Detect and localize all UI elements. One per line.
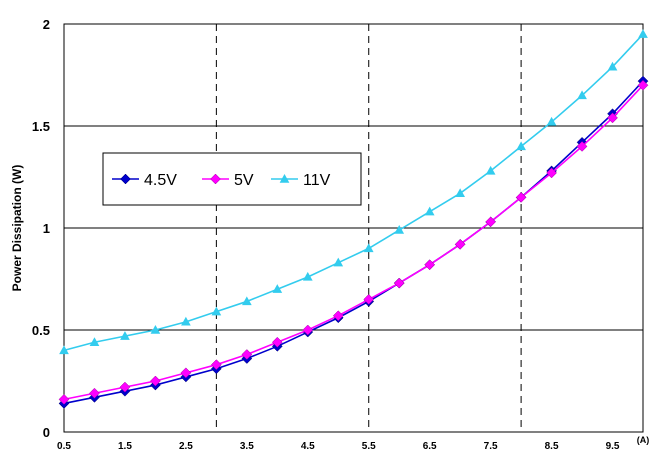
data-point-11v	[120, 331, 130, 340]
data-point-5v	[454, 238, 466, 250]
data-point-5v	[180, 367, 192, 379]
data-point-5v	[546, 167, 557, 179]
legend-label-5v: 5V	[234, 172, 254, 189]
x-tick-label: 7.5	[484, 441, 498, 452]
x-axis-unit-label: (A)	[637, 435, 650, 445]
x-tick-label: 4.5	[301, 441, 315, 452]
x-tick-label: 5.5	[362, 441, 376, 452]
x-tick-label: 0.5	[57, 441, 71, 452]
y-tick-label: 0.5	[32, 323, 50, 338]
series-11v-group	[59, 29, 648, 355]
x-tick-label: 2.5	[179, 441, 193, 452]
data-point-5v	[332, 310, 344, 322]
legend-marker-5v	[210, 173, 221, 185]
y-tick-label: 0	[43, 425, 50, 440]
data-point-11v	[59, 345, 69, 355]
data-point-11v	[607, 61, 618, 71]
x-tick-label: 9.5	[606, 441, 620, 452]
x-tick-label: 3.5	[240, 441, 254, 452]
y-tick-labels: 0 0.5 1 1.5 2	[32, 17, 50, 440]
x-tick-label: 1.5	[118, 441, 132, 452]
x-tick-labels: 0.5 1.5 2.5 3.5 4.5 5.5 6.5 7.5 8.5 9.5	[57, 441, 620, 452]
data-point-5v	[211, 359, 222, 371]
data-point-11v	[181, 316, 191, 326]
data-point-5v	[302, 324, 314, 336]
data-point-5v	[485, 216, 496, 228]
x-tick-label: 6.5	[423, 441, 437, 452]
data-point-5v	[424, 259, 436, 271]
data-point-11v	[394, 225, 405, 234]
legend: 4.5V 5V 11V	[102, 152, 362, 206]
data-point-5v	[363, 294, 375, 305]
data-point-5v	[576, 141, 588, 152]
series-5v-group	[58, 79, 649, 405]
legend-items: 4.5V 5V 11V	[112, 172, 331, 189]
data-point-11v	[211, 306, 222, 316]
data-point-11v	[241, 296, 252, 306]
data-point-11v	[424, 206, 435, 216]
series-line-5v	[63, 84, 644, 401]
x-tick-label: 8.5	[545, 441, 559, 452]
data-point-5v	[150, 375, 161, 387]
y-tick-label: 1.5	[32, 119, 50, 134]
y-tick-label: 2	[43, 17, 50, 32]
y-tick-label: 1	[43, 221, 50, 236]
legend-label-4.5v: 4.5V	[144, 172, 177, 189]
data-point-11v	[516, 141, 526, 151]
y-axis-label: Power Dissipation (W)	[10, 165, 24, 292]
data-point-5v	[515, 192, 527, 203]
data-point-11v	[150, 324, 161, 334]
data-point-11v	[89, 337, 100, 346]
series-line-4.5v	[63, 80, 644, 405]
data-point-5v	[271, 336, 283, 348]
series-line-11v	[63, 33, 644, 352]
data-point-11v	[272, 284, 283, 293]
data-point-5v	[119, 381, 131, 393]
data-point-11v	[485, 165, 496, 175]
data-point-11v	[577, 90, 587, 100]
data-point-11v	[363, 243, 374, 253]
data-point-5v	[89, 387, 100, 399]
data-point-5v	[241, 349, 253, 360]
data-point-11v	[302, 271, 313, 281]
legend-marker-11v	[279, 173, 290, 183]
data-point-5v	[58, 394, 70, 405]
data-point-11v	[333, 257, 344, 267]
legend-label-11v: 11V	[303, 172, 331, 189]
legend-marker-4.5v	[120, 173, 131, 185]
data-point-11v	[638, 29, 648, 38]
legend-box	[102, 152, 362, 206]
data-point-11v	[546, 116, 557, 126]
data-point-5v	[393, 277, 405, 289]
series-layer	[58, 29, 649, 409]
data-point-5v	[607, 112, 618, 124]
data-point-11v	[455, 188, 466, 198]
data-point-5v	[637, 79, 649, 91]
